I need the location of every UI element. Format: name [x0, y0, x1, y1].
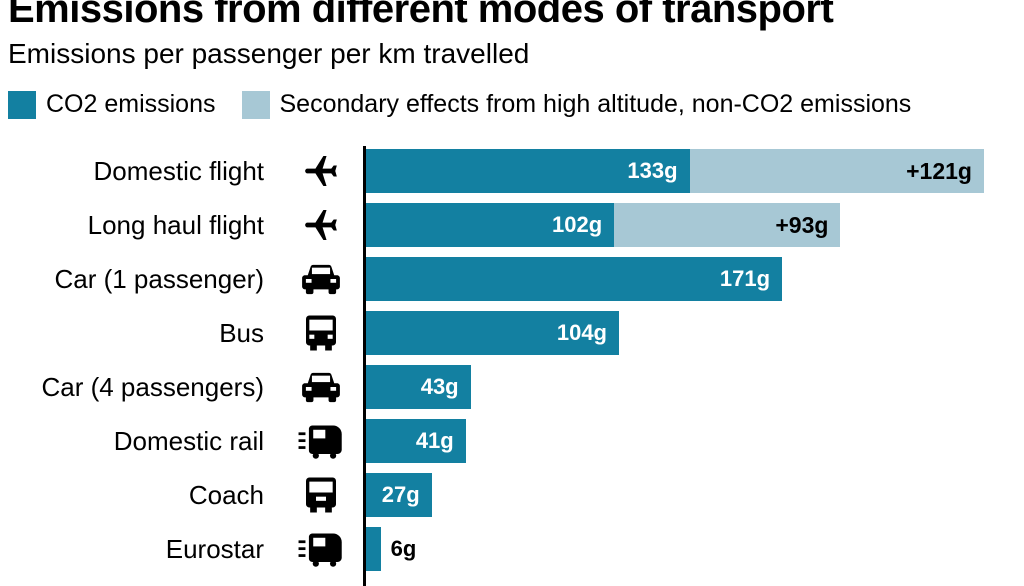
chart-row: Car (1 passenger) 171g	[8, 257, 1016, 301]
chart-row: Eurostar 6g	[8, 527, 1016, 571]
car-icon	[278, 262, 363, 296]
train-icon	[278, 530, 363, 568]
legend-item-co2: CO2 emissions	[8, 90, 216, 119]
co2-value-label: 6g	[390, 536, 417, 561]
co2-value-label: 104g	[556, 320, 607, 345]
legend-item-secondary: Secondary effects from high altitude, no…	[241, 90, 912, 119]
plane-icon	[278, 206, 363, 244]
co2-bar: 102g	[366, 203, 615, 247]
co2-value-label: 43g	[420, 374, 459, 399]
category-label: Long haul flight	[87, 210, 264, 240]
co2-bar: 27g	[366, 473, 432, 517]
bar-track: 43g	[363, 365, 1016, 409]
secondary-swatch-icon	[241, 90, 270, 119]
category-label: Eurostar	[165, 534, 264, 564]
legend-label-secondary: Secondary effects from high altitude, no…	[279, 90, 912, 118]
legend: CO2 emissions Secondary effects from hig…	[8, 90, 1016, 119]
train-icon	[278, 422, 363, 460]
co2-bar: 41g	[366, 419, 466, 463]
secondary-bar: +93g	[614, 203, 841, 247]
legend-label-co2: CO2 emissions	[46, 90, 216, 118]
co2-value-label: 102g	[552, 212, 603, 237]
co2-bar: 104g	[366, 311, 619, 355]
chart-row: Bus 104g	[8, 311, 1016, 355]
bar-track: 27g	[363, 473, 1016, 517]
chart-subtitle: Emissions per passenger per km travelled	[8, 38, 530, 69]
co2-bar: 171g	[366, 257, 783, 301]
category-label: Domestic rail	[113, 426, 264, 456]
co2-bar: 43g	[366, 365, 471, 409]
co2-bar: 133g	[366, 149, 690, 193]
category-label: Bus	[219, 318, 264, 348]
bus-icon	[278, 314, 363, 352]
bar-track: 41g	[363, 419, 1016, 463]
co2-value-label: 171g	[719, 266, 771, 291]
secondary-value-label: +121g	[906, 157, 972, 184]
bar-track: 133g +121g	[363, 149, 1016, 193]
co2-swatch-icon	[8, 90, 36, 119]
co2-value-label: 27g	[381, 482, 420, 507]
secondary-value-label: +93g	[775, 211, 829, 238]
plane-icon	[278, 152, 363, 190]
co2-bar	[366, 527, 381, 571]
bar-track: 171g	[363, 257, 1016, 301]
category-label: Car (1 passenger)	[54, 264, 264, 294]
car-icon	[278, 370, 363, 404]
bar-track: 6g	[363, 527, 1016, 571]
chart-row: Domestic rail 41g	[8, 419, 1016, 463]
category-label: Coach	[188, 480, 264, 510]
chart-row: Coach 27g	[8, 473, 1016, 517]
category-label: Domestic flight	[93, 156, 265, 186]
co2-value-label: 133g	[627, 158, 678, 183]
bar-track: 102g +93g	[363, 203, 1016, 247]
secondary-bar: +121g	[689, 149, 984, 193]
category-label: Car (4 passengers)	[41, 372, 264, 402]
chart-row: Car (4 passengers) 43g	[8, 365, 1016, 409]
chart-row: Long haul flight 102g +93g	[8, 203, 1016, 247]
chart-title: Emissions from different modes of transp…	[8, 0, 834, 31]
co2-value-label: 41g	[415, 428, 454, 453]
baseline-axis	[363, 146, 366, 586]
coach-icon	[278, 476, 363, 514]
chart: Domestic flight 133g +121g Long haul flight…	[8, 146, 1016, 586]
bar-track: 104g	[363, 311, 1016, 355]
chart-row: Domestic flight 133g +121g	[8, 149, 1016, 193]
